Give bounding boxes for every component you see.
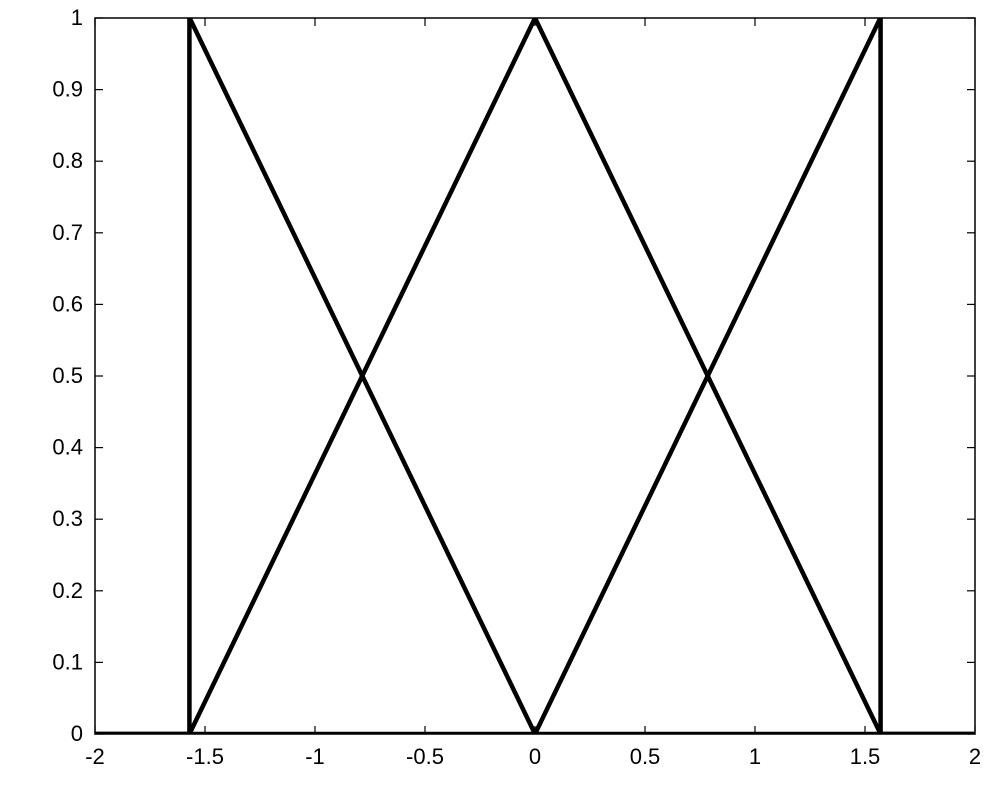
x-tick-label: -1.5	[186, 744, 224, 769]
membership-chart: -2 -1.5 -1 -0.5 0 0.5 1 1.5 2 0 0.1 0.2 0.3 0.4 0.5 0.6…	[0, 0, 1000, 796]
y-tick-label: 0.6	[52, 291, 83, 316]
y-tick-label: 0.1	[52, 649, 83, 674]
x-tick-label: 0.5	[630, 744, 661, 769]
x-tick-label: -1	[305, 744, 325, 769]
chart-container: -2 -1.5 -1 -0.5 0 0.5 1 1.5 2 0 0.1 0.2 0.3 0.4 0.5 0.6…	[0, 0, 1000, 796]
y-tick-label: 0.4	[52, 435, 83, 460]
x-tick-label: 0	[529, 744, 541, 769]
y-tick-label: 0.3	[52, 506, 83, 531]
x-tick-label: 2	[969, 744, 981, 769]
x-tick-label: -2	[85, 744, 105, 769]
x-tick-label: 1.5	[850, 744, 881, 769]
y-tick-label: 0	[71, 721, 83, 746]
y-tick-label: 0.7	[52, 220, 83, 245]
y-tick-label: 1	[71, 5, 83, 30]
y-tick-label: 0.8	[52, 148, 83, 173]
y-tick-label: 0.5	[52, 363, 83, 388]
y-tick-label: 0.2	[52, 578, 83, 603]
x-tick-label: -0.5	[406, 744, 444, 769]
x-tick-label: 1	[749, 744, 761, 769]
y-tick-label: 0.9	[52, 77, 83, 102]
